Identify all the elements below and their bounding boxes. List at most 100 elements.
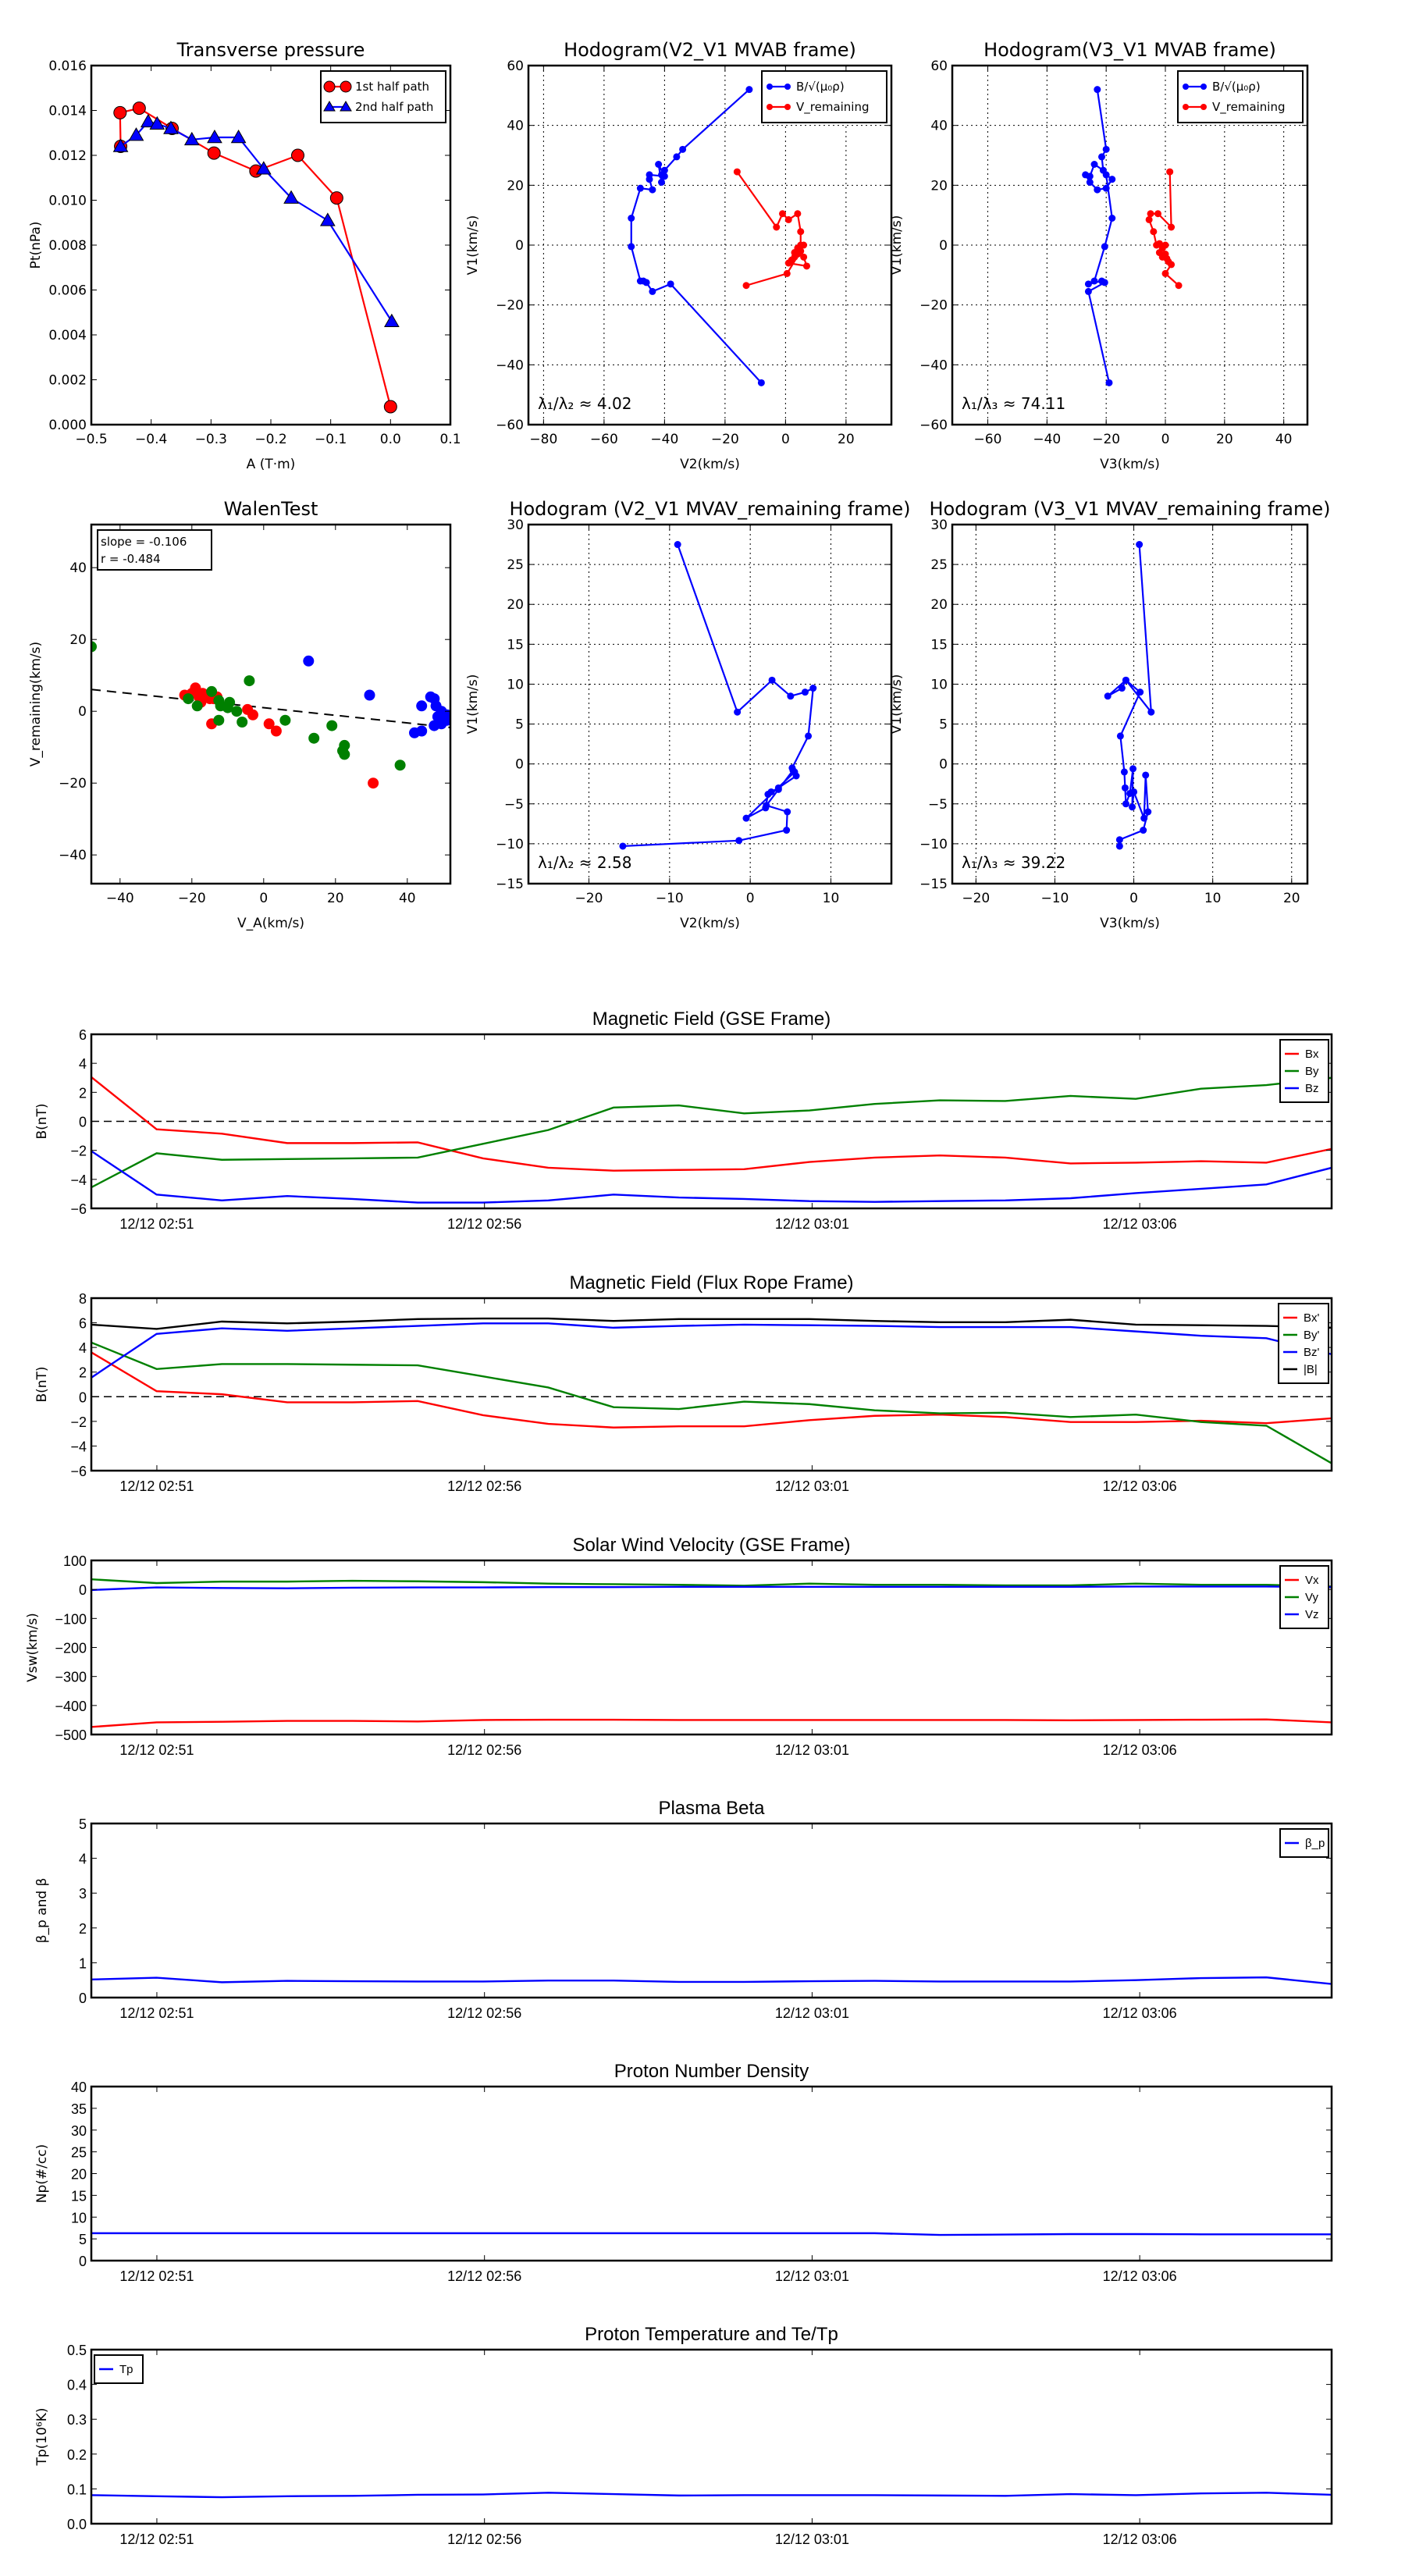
data-point [1094,86,1101,94]
axes-frame [527,523,893,885]
y-axis-label: V1(km/s) [889,674,905,735]
stats-line: slope = -0.106 [101,535,187,549]
data-point [308,732,320,744]
legend-label: Bx' [1304,1311,1320,1325]
legend: Bx By Bz [1279,1039,1329,1103]
data-point [1102,171,1110,179]
data-point [660,173,668,180]
legend-marker [767,104,773,110]
x-tick-label: 0 [781,432,790,447]
y-tick-label: −6 [70,1201,87,1217]
x-tick-label: 20 [838,432,855,447]
y-tick-label: 0.016 [48,59,87,74]
legend: Vx Vy Vz [1279,1565,1329,1629]
data-point [1104,692,1112,700]
chart-title: Hodogram (V2_V1 MVAV_remaining frame) [509,498,910,520]
data-point [809,685,817,692]
legend-label: Bz' [1304,1346,1320,1359]
data-point [649,287,656,295]
legend-label: Vz [1305,1608,1319,1621]
series-2 [303,655,450,738]
legend-label: |B| [1304,1363,1318,1376]
data-point [1145,215,1153,223]
y-tick-label: −15 [919,877,948,892]
data-point [1108,176,1116,183]
data-point [1115,836,1123,844]
data-point [784,808,791,816]
plot-area [528,66,891,425]
y-axis-label: V1(km/s) [889,215,905,276]
x-tick-label: 12/12 02:51 [119,1216,194,1232]
y-tick-label: −5 [928,797,948,813]
x-tick-label: −80 [529,432,557,447]
y-tick-label: 15 [930,637,948,653]
y-tick-label: −300 [55,1670,87,1685]
y-tick-label: 15 [71,2188,87,2204]
data-point [436,718,447,730]
x-tick-label: −0.3 [195,432,227,447]
y-tick-label: 0.1 [67,2482,87,2497]
y-tick-label: −60 [919,418,948,433]
data-point [1086,179,1094,186]
y-tick-label: 0 [78,704,87,720]
data-point [339,749,350,760]
data-point [1166,168,1174,176]
data-point [394,760,406,771]
x-tick-label: 12/12 03:06 [1103,2532,1177,2547]
data-point [742,282,750,290]
data-point [619,842,627,850]
x-tick-label: 10 [823,891,840,906]
y-tick-label: 20 [930,178,948,194]
series-0 [1082,86,1116,386]
legend-label: V_remaining [1212,100,1286,115]
data-point [183,131,200,146]
y-tick-label: 0 [79,2254,87,2269]
series-line [119,120,393,322]
y-tick-label: 30 [930,518,948,533]
y-tick-label: 0 [79,1389,87,1405]
y-tick-label: −40 [496,358,524,373]
x-tick-label: 20 [327,891,344,906]
data-point [1147,210,1154,218]
y-tick-label: 0.000 [48,418,87,433]
data-point [1175,282,1183,290]
legend: β_p [1279,1828,1329,1858]
data-point [768,676,776,684]
data-point [1084,280,1092,288]
y-tick-label: 3 [79,1886,87,1902]
data-point [1136,541,1144,549]
y-tick-label: 25 [507,557,524,573]
data-point [1090,161,1098,168]
y-tick-label: −4 [70,1172,87,1188]
y-tick-label: 20 [507,178,524,194]
data-point [329,191,343,205]
y-axis-label: B(nT) [34,1103,50,1139]
y-tick-label: 2 [79,1921,87,1937]
data-point [149,116,165,130]
legend-label: Bx [1305,1048,1319,1061]
chart-beta: 12/12 02:51 12/12 02:56 12/12 03:01 12/12 0… [34,1798,1333,2021]
axes-frame [90,1559,1333,1736]
x-tick-label: 12/12 03:01 [775,1216,849,1232]
data-point [1136,688,1144,696]
data-point [416,725,428,737]
stats-line: r = -0.484 [101,552,161,566]
plot-area [91,1578,1332,1728]
data-point [1102,145,1110,153]
data-point [1090,277,1098,285]
chart-title: Magnetic Field (GSE Frame) [592,1009,831,1030]
x-tick-label: 12/12 02:51 [119,1478,194,1494]
data-point [1101,279,1108,286]
x-tick-label: 10 [1204,891,1222,906]
data-point [733,168,741,176]
series-line [630,88,763,384]
chart-title: Proton Number Density [614,2061,809,2082]
data-point [364,689,375,701]
data-point [783,827,791,834]
x-tick-label: −10 [1040,891,1069,906]
x-tick-label: 12/12 03:01 [775,2005,849,2021]
x-tick-label: 12/12 02:56 [447,2005,521,2021]
chart-h4: −20 −10 0 10 20 −15 −10 −5 0 5 10 15 20 25 30Hodogram … [889,498,1331,931]
legend-marker [1183,104,1189,110]
